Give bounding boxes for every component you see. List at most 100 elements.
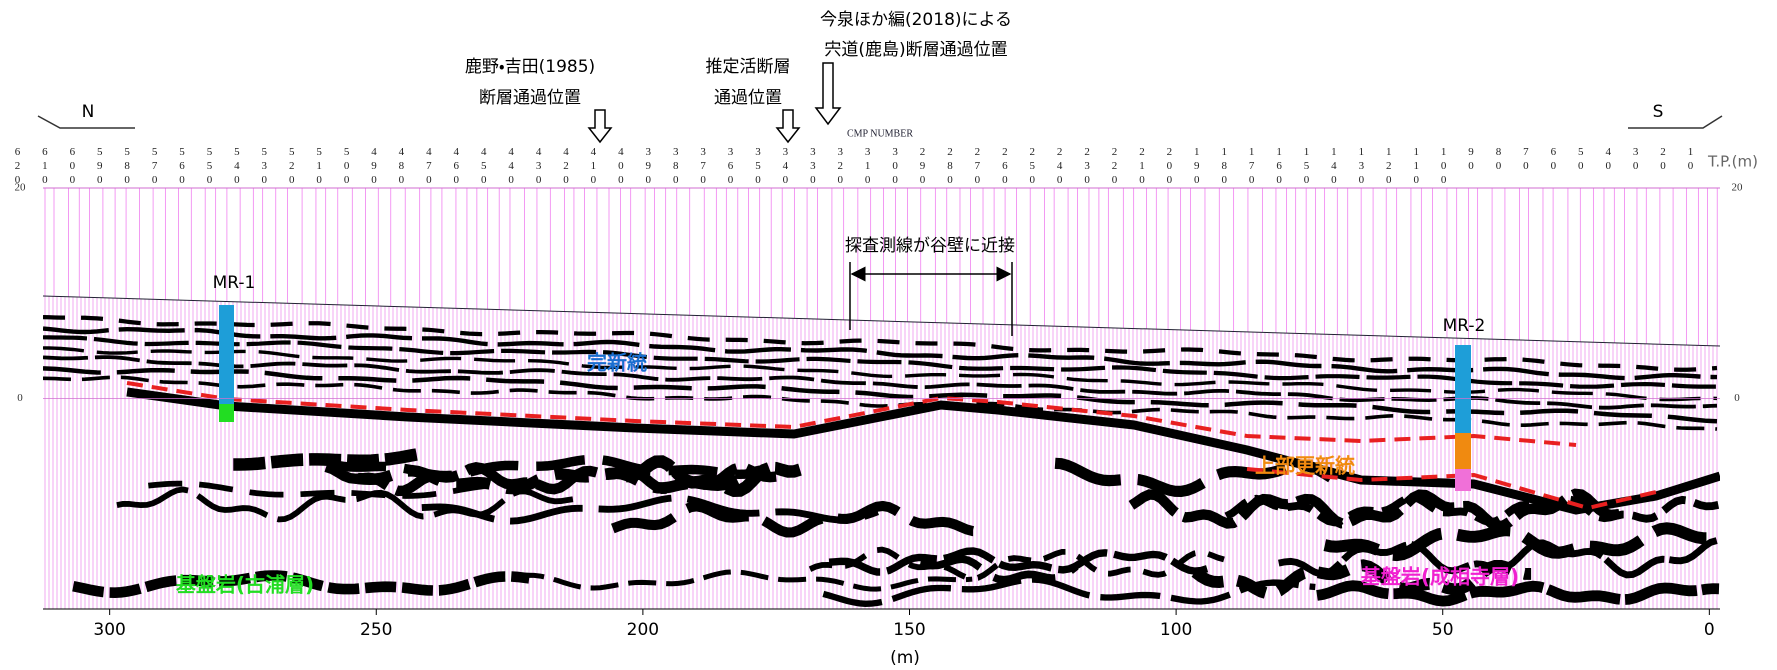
cmp-number: 600 (66, 146, 78, 188)
annotation: 探査測線が谷壁に近接 (845, 236, 1015, 256)
borehole-label: MR-1 (213, 273, 256, 293)
cmp-number: 390 (642, 146, 654, 188)
x-tick-label: 300 (93, 620, 125, 640)
fault-arrow (775, 109, 801, 144)
reflector (43, 346, 1718, 402)
reflector (148, 480, 485, 499)
cmp-number: 360 (725, 146, 737, 188)
cmp-number: 130 (1355, 146, 1367, 188)
cmp-number: 260 (999, 146, 1011, 188)
borehole-basement (1455, 469, 1471, 491)
y-tick-label: 0 (1734, 392, 1740, 404)
borehole-holocene (1455, 345, 1471, 433)
y-tick-label: 20 (15, 182, 27, 194)
cmp-number: 20 (1657, 146, 1669, 174)
cmp-number: 200 (1163, 146, 1175, 188)
direction-arrow (37, 115, 135, 129)
reflector (116, 486, 574, 523)
seismic-image (43, 296, 1720, 609)
cmp-number: 340 (779, 146, 791, 188)
cmp-number: 620 (11, 146, 23, 188)
cmp-number: 140 (1328, 146, 1340, 188)
cmp-number: 240 (1054, 146, 1066, 188)
reflector (610, 500, 987, 538)
reflector (421, 494, 879, 525)
cmp-number: 40 (1602, 146, 1614, 174)
cmp-number: 210 (1136, 146, 1148, 188)
ground-surface (42, 295, 1721, 347)
reflector (516, 569, 973, 592)
cmp-number: 470 (423, 146, 435, 188)
x-tick-label: 250 (360, 620, 392, 640)
reflector (72, 570, 530, 599)
reflector (822, 576, 1316, 607)
x-tick-label: 50 (1432, 620, 1454, 640)
cmp-number: 590 (94, 146, 106, 188)
cmp-number: 490 (368, 146, 380, 188)
cmp-number: 160 (1273, 146, 1285, 188)
cmp-number: 220 (1109, 146, 1121, 188)
annotation: 推定活断層 (706, 57, 791, 77)
x-tick-label: 150 (893, 620, 925, 640)
cmp-number: 60 (1547, 146, 1559, 174)
cmp-number: 190 (1191, 146, 1203, 188)
cmp-number: 400 (615, 146, 627, 188)
cmp-number: 80 (1492, 146, 1504, 174)
y-tick-label: 0 (17, 392, 23, 404)
unit-label: 基盤岩(成相寺層) (1361, 565, 1519, 589)
unit-label: 上部更新統 (1255, 454, 1355, 478)
cmp-number: 150 (1301, 146, 1313, 188)
cmp-number: 430 (533, 146, 545, 188)
cmp-number: 300 (889, 146, 901, 188)
cmp-number: 350 (752, 146, 764, 188)
reflector (43, 314, 1718, 372)
cmp-number: 270 (971, 146, 983, 188)
annotation: 宍道(鹿島)断層通過位置 (824, 40, 1007, 60)
cmp-number: 420 (560, 146, 572, 188)
cmp-number: 320 (834, 146, 846, 188)
cmp-number: 500 (341, 146, 353, 188)
cmp-number: 520 (286, 146, 298, 188)
borehole-holocene (219, 305, 234, 404)
cmp-number: 510 (313, 146, 325, 188)
y-axis-label: T.P.(m) (1707, 153, 1758, 171)
borehole-pleistocene (1455, 433, 1471, 469)
reflector (43, 366, 1718, 424)
annotation: 通過位置 (714, 88, 782, 108)
cmp-number: 530 (258, 146, 270, 188)
cmp-number: 50 (1575, 146, 1587, 174)
cmp-number: 410 (587, 146, 599, 188)
cmp-number: 230 (1081, 146, 1093, 188)
reflector (336, 454, 759, 481)
cmp-number: 280 (944, 146, 956, 188)
cmp-number: 460 (450, 146, 462, 188)
boundary-lower (1246, 467, 1657, 511)
reflector (43, 375, 1718, 431)
cmp-number: 110 (1410, 146, 1422, 188)
unit-label: 完新統 (586, 351, 647, 375)
cmp-number: 70 (1520, 146, 1532, 174)
cmp-number: 330 (807, 146, 819, 188)
cmp-number: 560 (176, 146, 188, 188)
cmp-number: 10 (1684, 146, 1696, 174)
reflector (43, 335, 1717, 389)
direction-arrow (1628, 115, 1723, 129)
cmp-number: 570 (149, 146, 161, 188)
reflector (828, 547, 1209, 576)
x-tick-label: 200 (627, 620, 659, 640)
reflector (1224, 493, 1720, 527)
borehole-basement (219, 404, 234, 422)
reflector (919, 555, 1079, 584)
boundary-upper (126, 381, 1577, 447)
cmp-number: 170 (1246, 146, 1258, 188)
reflector (1054, 457, 1335, 498)
annotation: 断層通過位置 (479, 88, 581, 108)
cmp-number: 120 (1383, 146, 1395, 188)
annotation: 今泉ほか編(2018)による (820, 10, 1012, 30)
cmp-number: 100 (1438, 146, 1450, 188)
reflector (233, 447, 421, 471)
reflector (1191, 559, 1532, 600)
cmp-number: 380 (670, 146, 682, 188)
reflector (43, 355, 1718, 410)
